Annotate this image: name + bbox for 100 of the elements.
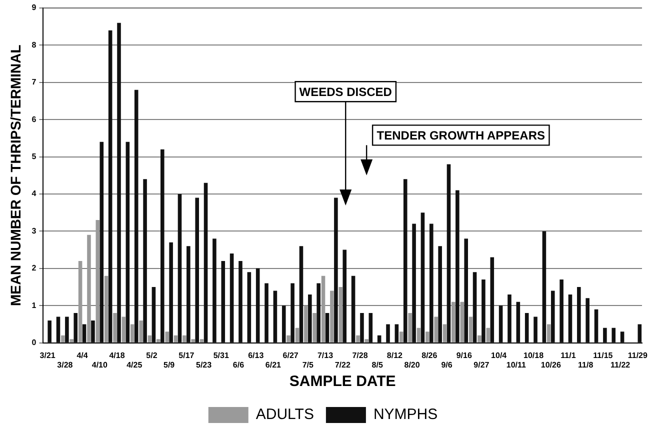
bar: [594, 309, 598, 342]
bar: [256, 268, 260, 342]
x-tick-label: 4/4: [76, 350, 88, 360]
bar: [48, 320, 52, 342]
x-tick-label: 8/20: [404, 360, 420, 370]
bar: [91, 320, 95, 342]
bar: [308, 294, 312, 342]
legend-label: NYMPHS: [373, 406, 438, 424]
bar: [546, 324, 551, 342]
x-tick-label: 8/26: [422, 350, 438, 360]
x-tick-label: 9/16: [456, 350, 472, 360]
bar: [468, 316, 473, 342]
bar: [620, 332, 624, 342]
x-tick-label: 10/18: [524, 350, 544, 360]
bar: [498, 306, 503, 342]
bar: [87, 234, 91, 342]
bar: [139, 320, 143, 342]
x-tick-label: 5/2: [146, 350, 158, 360]
bar: [403, 179, 408, 342]
bar: [420, 212, 425, 342]
bar: [299, 246, 304, 342]
bar: [586, 298, 590, 342]
bar: [330, 290, 334, 342]
bar: [338, 287, 343, 342]
bar: [438, 246, 442, 342]
bar: [312, 313, 316, 342]
bar: [204, 182, 208, 342]
x-tick-label: 5/31: [213, 350, 230, 360]
bar: [113, 313, 117, 342]
x-tick-label: 5/17: [178, 350, 195, 360]
bar: [143, 179, 147, 342]
bar: [182, 335, 186, 342]
bar: [603, 328, 607, 342]
x-tick-label: 7/13: [317, 350, 334, 360]
bar: [148, 335, 152, 342]
bar: [482, 280, 486, 342]
x-tick-label: 4/25: [126, 360, 143, 370]
bar: [360, 313, 364, 342]
x-tick-label: 9/27: [474, 360, 490, 370]
bar: [508, 294, 512, 342]
bar: [416, 328, 421, 342]
x-tick-label: 5/23: [196, 360, 212, 370]
legend-label: ADULTS: [256, 406, 314, 424]
bar: [368, 313, 373, 342]
bar: [82, 324, 86, 342]
x-tick-label: 3/21: [40, 350, 56, 360]
bar: [264, 283, 268, 342]
x-tick-label: 4/10: [92, 360, 108, 370]
bar: [56, 316, 60, 342]
x-tick-label: 6/21: [265, 360, 282, 370]
bar: [577, 287, 581, 342]
bar: [178, 194, 182, 342]
x-tick-label: 11/15: [593, 350, 614, 360]
bar: [399, 332, 404, 342]
bar: [472, 272, 477, 342]
bar: [61, 335, 65, 342]
y-tick-label: 1: [32, 300, 37, 310]
bar: [460, 302, 464, 342]
annotation: TENDER GROWTH APPEARS: [376, 128, 546, 142]
bar: [430, 224, 434, 342]
y-tick-label: 5: [32, 152, 37, 162]
bar: [321, 276, 326, 342]
bar: [524, 313, 529, 342]
bar: [130, 324, 134, 342]
bar: [117, 22, 121, 342]
bar: [486, 328, 490, 342]
bar: [126, 142, 130, 342]
x-tick-label: 5/9: [164, 360, 176, 370]
x-tick-label: 10/11: [506, 360, 527, 370]
bar: [65, 316, 69, 342]
bar: [356, 335, 360, 342]
bar: [165, 332, 169, 342]
bar: [426, 332, 430, 342]
bar: [156, 339, 160, 342]
bar: [282, 306, 286, 342]
x-tick-label: 9/6: [441, 360, 453, 370]
x-tick-label: 7/22: [334, 360, 351, 370]
bar: [442, 324, 447, 342]
bar: [542, 231, 546, 342]
y-tick-label: 6: [32, 114, 37, 124]
x-tick-label: 7/28: [352, 350, 368, 360]
bar: [174, 335, 178, 342]
bar: [304, 306, 308, 342]
x-tick-label: 8/12: [386, 350, 404, 360]
x-tick-label: 4/18: [109, 350, 126, 360]
x-tick-label: 11/1: [560, 350, 576, 360]
bar: [490, 257, 494, 342]
y-tick-label: 3: [32, 226, 37, 236]
x-tick-label: 10/26: [540, 360, 562, 370]
y-tick-label: 0: [32, 338, 37, 348]
bar: [612, 328, 616, 342]
bar: [152, 287, 156, 342]
bar: [160, 149, 164, 342]
bar: [169, 242, 173, 342]
y-tick-label: 9: [32, 3, 37, 12]
bar: [516, 302, 520, 342]
bar: [434, 316, 438, 342]
bar: [200, 339, 204, 342]
y-tick-label: 4: [32, 189, 37, 198]
y-tick-label: 8: [32, 40, 37, 50]
